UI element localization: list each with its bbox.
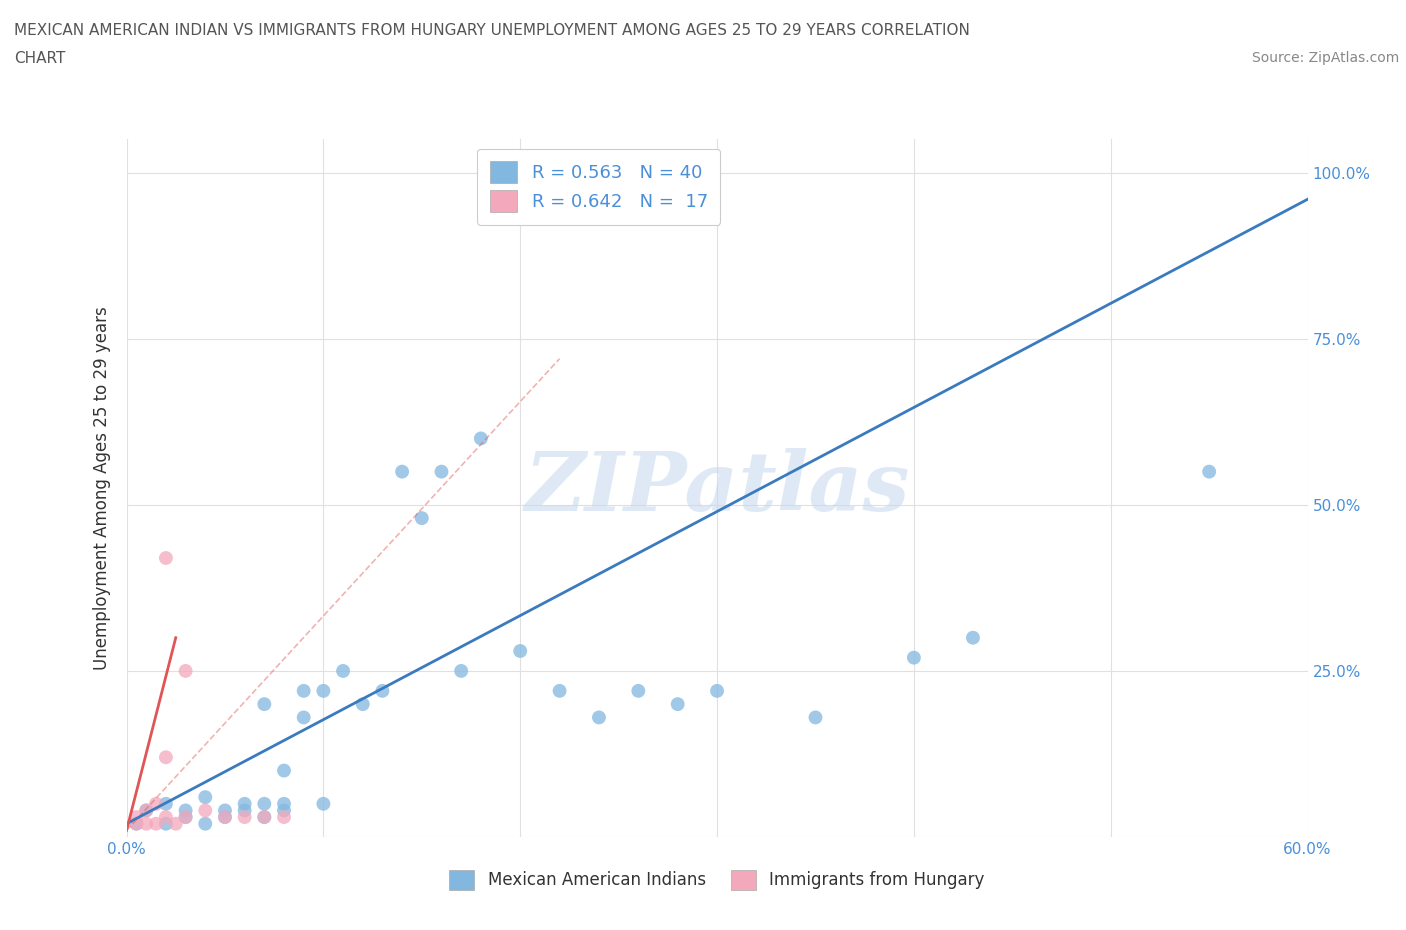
- Point: [391, 464, 413, 479]
- Point: [174, 810, 197, 825]
- Point: [135, 803, 157, 817]
- Legend: Mexican American Indians, Immigrants from Hungary: Mexican American Indians, Immigrants fro…: [441, 861, 993, 898]
- Point: [174, 663, 197, 678]
- Point: [312, 796, 335, 811]
- Point: [135, 817, 157, 831]
- Text: Source: ZipAtlas.com: Source: ZipAtlas.com: [1251, 51, 1399, 65]
- Point: [627, 684, 650, 698]
- Point: [233, 810, 256, 825]
- Text: CHART: CHART: [14, 51, 66, 66]
- Point: [292, 710, 315, 724]
- Point: [194, 790, 217, 804]
- Point: [253, 697, 276, 711]
- Point: [155, 551, 177, 565]
- Point: [214, 803, 236, 817]
- Point: [706, 684, 728, 698]
- Point: [273, 796, 295, 811]
- Point: [509, 644, 531, 658]
- Point: [174, 803, 197, 817]
- Point: [903, 650, 925, 665]
- Point: [155, 810, 177, 825]
- Point: [155, 817, 177, 831]
- Text: ZIPatlas: ZIPatlas: [524, 448, 910, 528]
- Point: [155, 796, 177, 811]
- Point: [666, 697, 689, 711]
- Point: [450, 663, 472, 678]
- Point: [145, 796, 167, 811]
- Point: [312, 684, 335, 698]
- Point: [253, 810, 276, 825]
- Point: [962, 631, 984, 645]
- Point: [135, 803, 157, 817]
- Point: [214, 810, 236, 825]
- Point: [548, 684, 571, 698]
- Point: [165, 817, 187, 831]
- Text: MEXICAN AMERICAN INDIAN VS IMMIGRANTS FROM HUNGARY UNEMPLOYMENT AMONG AGES 25 TO: MEXICAN AMERICAN INDIAN VS IMMIGRANTS FR…: [14, 23, 970, 38]
- Point: [273, 764, 295, 778]
- Point: [273, 803, 295, 817]
- Y-axis label: Unemployment Among Ages 25 to 29 years: Unemployment Among Ages 25 to 29 years: [93, 306, 111, 671]
- Point: [253, 796, 276, 811]
- Point: [804, 710, 827, 724]
- Point: [214, 810, 236, 825]
- Point: [588, 710, 610, 724]
- Point: [233, 796, 256, 811]
- Point: [174, 810, 197, 825]
- Point: [253, 810, 276, 825]
- Point: [332, 663, 354, 678]
- Point: [371, 684, 394, 698]
- Point: [470, 431, 492, 445]
- Point: [125, 810, 148, 825]
- Point: [1198, 464, 1220, 479]
- Point: [125, 817, 148, 831]
- Point: [352, 697, 374, 711]
- Point: [233, 803, 256, 817]
- Point: [125, 817, 148, 831]
- Point: [430, 464, 453, 479]
- Point: [145, 817, 167, 831]
- Point: [292, 684, 315, 698]
- Point: [273, 810, 295, 825]
- Point: [411, 511, 433, 525]
- Point: [194, 817, 217, 831]
- Point: [155, 750, 177, 764]
- Point: [194, 803, 217, 817]
